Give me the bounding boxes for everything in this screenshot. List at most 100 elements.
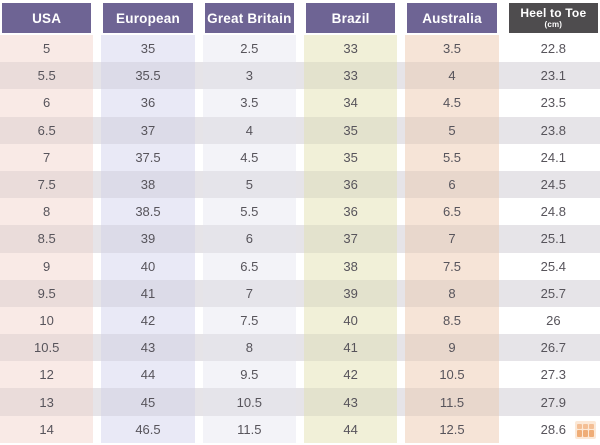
table-cell-brazil: 37	[304, 225, 398, 253]
table-cell-brazil: 40	[304, 306, 398, 335]
table-cell-great-britain: 5.5	[202, 198, 296, 226]
table-row: 12 44 9.5 42 10.5 27.3	[0, 361, 600, 389]
table-cell-usa: 10.5	[0, 334, 94, 362]
table-cell-brazil: 42	[304, 361, 398, 389]
column-header-usa: USA	[2, 3, 92, 33]
table-cell-heel-to-toe: 24.1	[540, 149, 566, 165]
table-cell-great-britain: 4.5	[202, 143, 296, 171]
table-cell-brazil: 35	[304, 116, 398, 144]
column-header-heel-to-toe: Heel to Toe (cm)	[508, 3, 598, 33]
table-row: 7 37.5 4.5 35 5.5 24.1	[0, 143, 600, 171]
table-cell-great-britain: 5	[202, 170, 296, 199]
column-header-brazil: Brazil	[306, 3, 396, 33]
table-cell-european: 38	[101, 170, 195, 199]
table-row: 7.5 38 5 36 6 24.5	[0, 170, 600, 199]
table-cell-great-britain: 6.5	[202, 252, 296, 280]
table-cell-heel-to-toe: 24.8	[540, 204, 566, 220]
table-cell-australia: 12.5	[405, 415, 499, 443]
table-row: 6 36 3.5 34 4.5 23.5	[0, 89, 600, 117]
table-cell-european: 46.5	[101, 415, 195, 443]
table-cell-usa: 5	[0, 35, 94, 63]
table-cell-heel-to-toe: 25.4	[540, 258, 566, 274]
table-cell-european: 35.5	[101, 62, 195, 90]
table-cell-australia: 4.5	[405, 89, 499, 117]
table-cell-great-britain: 3.5	[202, 89, 296, 117]
table-cell-usa: 7	[0, 143, 94, 171]
table-cell-great-britain: 9.5	[202, 361, 296, 389]
table-cell-usa: 6.5	[0, 116, 94, 144]
table-cell-brazil: 36	[304, 170, 398, 199]
table-cell-european: 35	[101, 35, 195, 63]
column-header-european: European	[103, 3, 193, 33]
table-cell-heel-to-toe: 25.1	[540, 231, 566, 247]
table-body: 5 35 2.5 33 3.5 22.8 5.5 35.5 3 33 4 23.…	[0, 35, 600, 443]
table-cell-great-britain: 11.5	[202, 415, 296, 443]
table-cell-australia: 6	[405, 170, 499, 199]
table-cell-heel-to-toe: 27.9	[540, 394, 566, 410]
table-cell-great-britain: 10.5	[202, 388, 296, 416]
table-cell-great-britain: 7	[202, 279, 296, 307]
table-row: 13 45 10.5 43 11.5 27.9	[0, 388, 600, 416]
table-row: 8.5 39 6 37 7 25.1	[0, 225, 600, 253]
table-cell-heel-to-toe: 26.7	[540, 340, 566, 356]
table-row: 10.5 43 8 41 9 26.7	[0, 334, 600, 362]
table-header: USA European Great Britain Brazil Austra…	[0, 3, 600, 33]
table-cell-usa: 9.5	[0, 279, 94, 307]
table-cell-european: 37	[101, 116, 195, 144]
table-cell-heel-to-toe: 27.3	[540, 367, 566, 383]
table-cell-brazil: 38	[304, 252, 398, 280]
table-cell-usa: 12	[0, 361, 94, 389]
table-cell-european: 36	[101, 89, 195, 117]
table-row: 9 40 6.5 38 7.5 25.4	[0, 252, 600, 280]
table-cell-usa: 5.5	[0, 62, 94, 90]
table-cell-heel-to-toe: 24.5	[540, 177, 566, 193]
table-row: 9.5 41 7 39 8 25.7	[0, 279, 600, 307]
table-cell-brazil: 36	[304, 198, 398, 226]
table-cell-brazil: 33	[304, 62, 398, 90]
table-cell-european: 44	[101, 361, 195, 389]
table-cell-brazil: 43	[304, 388, 398, 416]
table-cell-heel-to-toe: 28.6	[540, 421, 566, 437]
table-cell-great-britain: 6	[202, 225, 296, 253]
table-cell-great-britain: 8	[202, 334, 296, 362]
table-row: 5.5 35.5 3 33 4 23.1	[0, 62, 600, 90]
table-cell-brazil: 44	[304, 415, 398, 443]
column-header-great-britain: Great Britain	[204, 3, 294, 33]
table-cell-heel-to-toe: 22.8	[540, 41, 566, 57]
table-cell-brazil: 34	[304, 89, 398, 117]
table-cell-brazil: 35	[304, 143, 398, 171]
table-row: 10 42 7.5 40 8.5 26	[0, 306, 600, 335]
table-cell-european: 45	[101, 388, 195, 416]
table-cell-great-britain: 7.5	[202, 306, 296, 335]
table-cell-usa: 7.5	[0, 170, 94, 199]
table-cell-usa: 13	[0, 388, 94, 416]
table-cell-australia: 4	[405, 62, 499, 90]
table-cell-usa: 8	[0, 198, 94, 226]
table-cell-australia: 6.5	[405, 198, 499, 226]
column-header-australia: Australia	[407, 3, 497, 33]
table-row: 14 46.5 11.5 44 12.5 28.6	[0, 415, 600, 443]
table-cell-australia: 7.5	[405, 252, 499, 280]
table-cell-australia: 11.5	[405, 388, 499, 416]
table-cell-heel-to-toe: 26	[546, 312, 561, 328]
table-cell-australia: 5	[405, 116, 499, 144]
table-cell-european: 43	[101, 334, 195, 362]
table-cell-european: 37.5	[101, 143, 195, 171]
table-cell-australia: 5.5	[405, 143, 499, 171]
table-cell-heel-to-toe: 23.1	[540, 68, 566, 84]
table-cell-heel-to-toe: 25.7	[540, 285, 566, 301]
table-cell-australia: 9	[405, 334, 499, 362]
orange-grid-logo-icon	[575, 421, 596, 439]
table-cell-australia: 3.5	[405, 35, 499, 63]
table-cell-australia: 7	[405, 225, 499, 253]
table-cell-usa: 10	[0, 306, 94, 335]
table-row: 5 35 2.5 33 3.5 22.8	[0, 35, 600, 63]
heel-to-toe-unit-label: (cm)	[544, 20, 563, 29]
table-cell-heel-to-toe: 23.5	[540, 95, 566, 111]
table-cell-brazil: 33	[304, 35, 398, 63]
table-cell-australia: 8.5	[405, 306, 499, 335]
table-cell-great-britain: 3	[202, 62, 296, 90]
table-cell-great-britain: 4	[202, 116, 296, 144]
table-cell-european: 41	[101, 279, 195, 307]
